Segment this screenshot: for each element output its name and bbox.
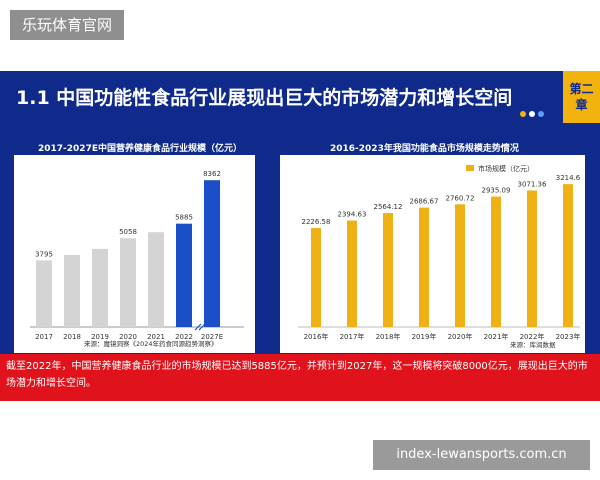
left-chart-panel: 2017 3795 2018 2019 2020 5058 2021 2022 5885 2027… [14, 155, 255, 353]
right-data-label: 2686.67 [410, 198, 439, 206]
right-data-label: 3071.36 [518, 180, 547, 188]
left-data-label: 8362 [203, 170, 221, 178]
left-x-tick: 2021 [147, 333, 165, 341]
right-x-tick: 2017年 [340, 332, 365, 341]
right-data-label: 2935.09 [482, 187, 511, 195]
right-bar [419, 207, 429, 327]
left-x-tick: 2018 [63, 333, 81, 341]
left-x-tick: 2027E [201, 333, 223, 341]
left-bar [120, 238, 136, 327]
right-data-label: 2760.72 [446, 194, 475, 202]
right-bar [491, 196, 501, 327]
site-label: 乐玩体育官网 [10, 10, 124, 40]
caption-text: 截至2022年，中国营养健康食品行业的市场规模已达到5885亿元，并预计到202… [6, 361, 588, 389]
left-bar [204, 180, 220, 327]
left-data-label: 5058 [119, 228, 137, 236]
right-data-label: 2564.12 [374, 203, 403, 211]
right-bar [347, 220, 357, 327]
dot-2 [529, 111, 535, 117]
left-data-label: 5885 [175, 214, 193, 222]
right-bar [455, 204, 465, 327]
right-bar [383, 213, 393, 327]
left-data-label: 3795 [35, 250, 53, 258]
right-x-tick: 2019年 [412, 332, 437, 341]
right-x-tick: 2022年 [520, 332, 545, 341]
slide: 1.1 中国功能性食品行业展现出巨大的市场潜力和增长空间 第二章 2017-20… [0, 71, 600, 354]
left-bar [148, 232, 164, 327]
right-x-tick: 2018年 [376, 332, 401, 341]
watermark: index-lewansports.com.cn [373, 440, 590, 470]
right-bar [563, 184, 573, 327]
left-source: 来源：魔镜洞察《2024年药食同源趋势洞察》 [84, 339, 218, 348]
left-x-tick: 2019 [91, 333, 109, 341]
left-bar [176, 223, 192, 327]
left-axis-break [198, 323, 206, 331]
caption-bar: 截至2022年，中国营养健康食品行业的市场规模已达到5885亿元，并预计到202… [0, 354, 600, 401]
left-x-tick: 2017 [35, 333, 53, 341]
left-bar [36, 260, 52, 327]
left-x-tick: 2022 [175, 333, 193, 341]
dot-1 [520, 111, 526, 117]
right-chart: 2016年 2226.58 2017年 2394.63 2018年 2564.12 2019… [298, 164, 581, 349]
right-data-label: 2226.58 [302, 218, 331, 226]
left-x-tick: 2020 [119, 333, 137, 341]
right-x-tick: 2021年 [484, 332, 509, 341]
slide-title: 1.1 中国功能性食品行业展现出巨大的市场潜力和增长空间 [16, 87, 513, 109]
left-chart: 2017 3795 2018 2019 2020 5058 2021 2022 5885 2027… [30, 170, 244, 348]
right-legend-label: 市场规模（亿元） [478, 164, 534, 173]
right-x-tick: 2016年 [304, 332, 329, 341]
right-legend-swatch [466, 165, 474, 171]
right-source: 来源：库润数据 [510, 340, 556, 349]
left-axis-break [194, 323, 202, 331]
right-chart-title: 2016-2023年我国功能食品市场规模走势情况 [330, 144, 519, 154]
dot-3 [538, 111, 544, 117]
right-bar [527, 190, 537, 327]
left-bar [64, 255, 80, 327]
right-x-tick: 2020年 [448, 332, 473, 341]
right-data-label: 2394.63 [338, 211, 367, 219]
right-bar [311, 228, 321, 327]
right-chart-panel: 2016年 2226.58 2017年 2394.63 2018年 2564.12 2019… [280, 155, 585, 353]
right-data-label: 3214.6 [556, 174, 581, 182]
left-bar [92, 248, 108, 327]
right-x-tick: 2023年 [556, 332, 581, 341]
left-chart-title: 2017-2027E中国营养健康食品行业规模（亿元） [38, 144, 242, 154]
chapter-badge: 第二章 [563, 71, 600, 123]
